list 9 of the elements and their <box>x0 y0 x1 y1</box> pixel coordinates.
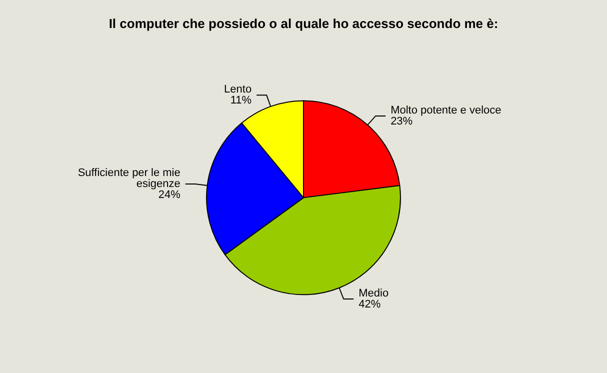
data-label: 42% <box>358 298 381 311</box>
slice-label: Lento <box>224 84 252 96</box>
data-label: 24% <box>158 189 181 202</box>
slice-label: Molto potente e veloce <box>390 104 502 116</box>
slice-label: Sufficiente per le mie esigenze <box>78 167 180 190</box>
data-label: 23% <box>390 115 413 128</box>
data-label: 11% <box>230 94 252 107</box>
slice-label: Medio <box>358 288 389 300</box>
chart-title: Il computer che possiedo o al quale ho accesso secondo me è: <box>108 16 498 31</box>
